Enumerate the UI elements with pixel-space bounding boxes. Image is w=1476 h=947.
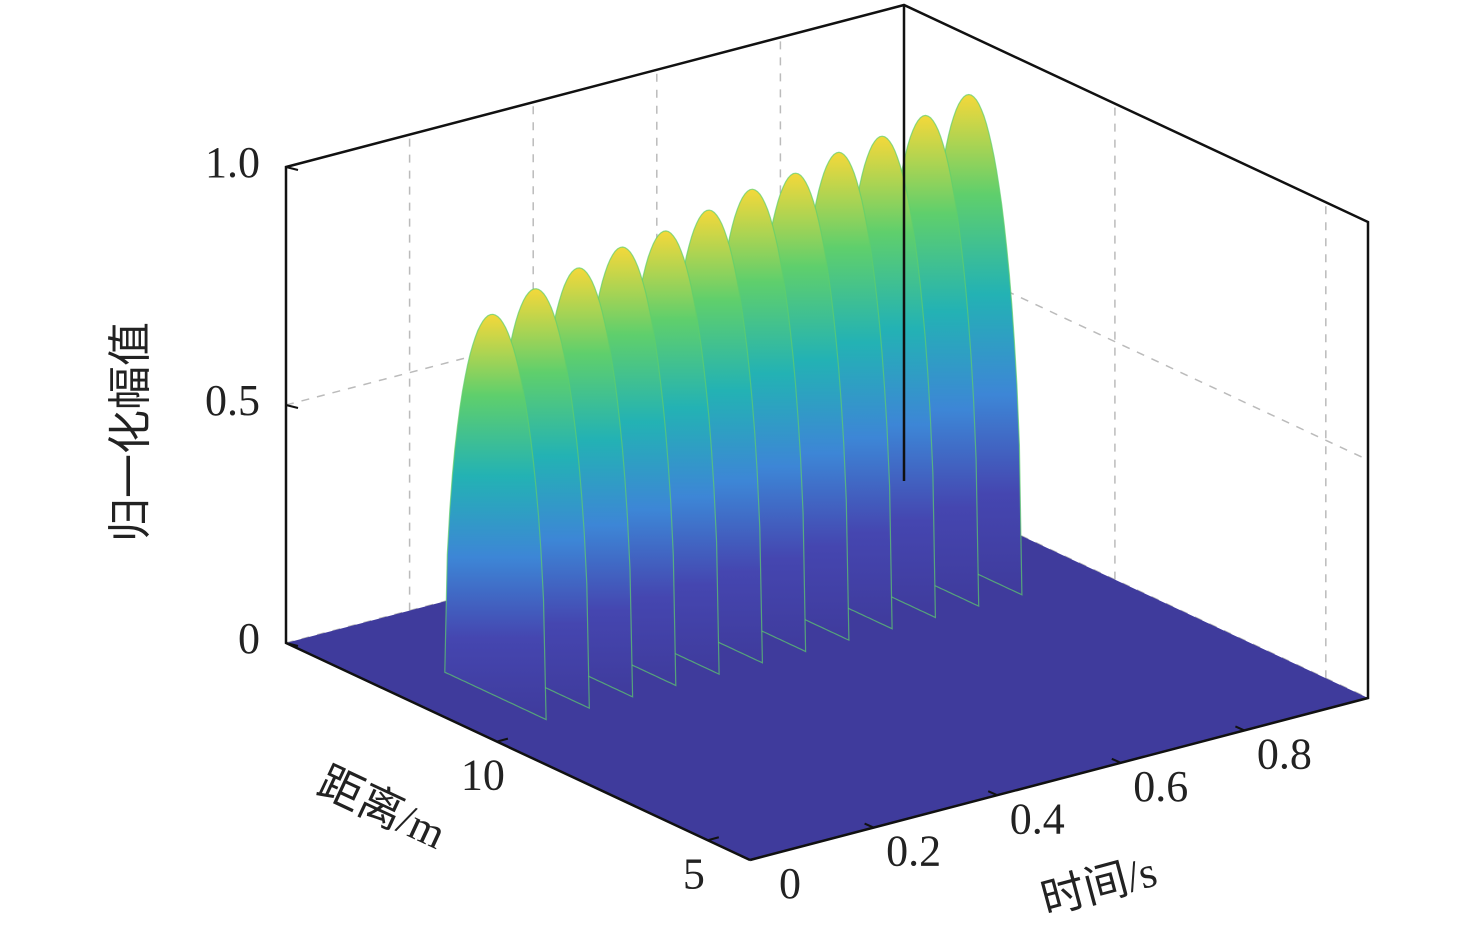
x-tick-label: 0.8 (1257, 729, 1312, 778)
peak (444, 313, 547, 721)
x-tick-label: 0.4 (1010, 794, 1065, 843)
x-tick (1111, 757, 1122, 764)
x-axis-title: 时间/s (1036, 847, 1162, 925)
z-tick (285, 166, 299, 171)
x-tick (740, 855, 751, 861)
z-tick-label: 0 (238, 614, 260, 663)
x-tick-label: 0.2 (886, 827, 941, 876)
z-tick (285, 642, 299, 647)
y-tick-label: 5 (683, 849, 705, 898)
x-tick (1234, 725, 1245, 732)
x-tick-label: 0.6 (1133, 762, 1188, 811)
z-tick (285, 404, 299, 409)
z-axis-title: 归一化幅值 (106, 322, 155, 542)
x-tick (864, 822, 875, 829)
y-tick (496, 737, 509, 743)
y-axis-title: 距离/m (311, 757, 454, 858)
x-tick (987, 790, 998, 797)
z-tick-label: 1.0 (205, 138, 260, 187)
y-tick (707, 836, 720, 842)
x-tick-label: 0 (779, 859, 801, 908)
y-tick-label: 10 (461, 751, 505, 800)
z-tick-label: 0.5 (205, 376, 260, 425)
